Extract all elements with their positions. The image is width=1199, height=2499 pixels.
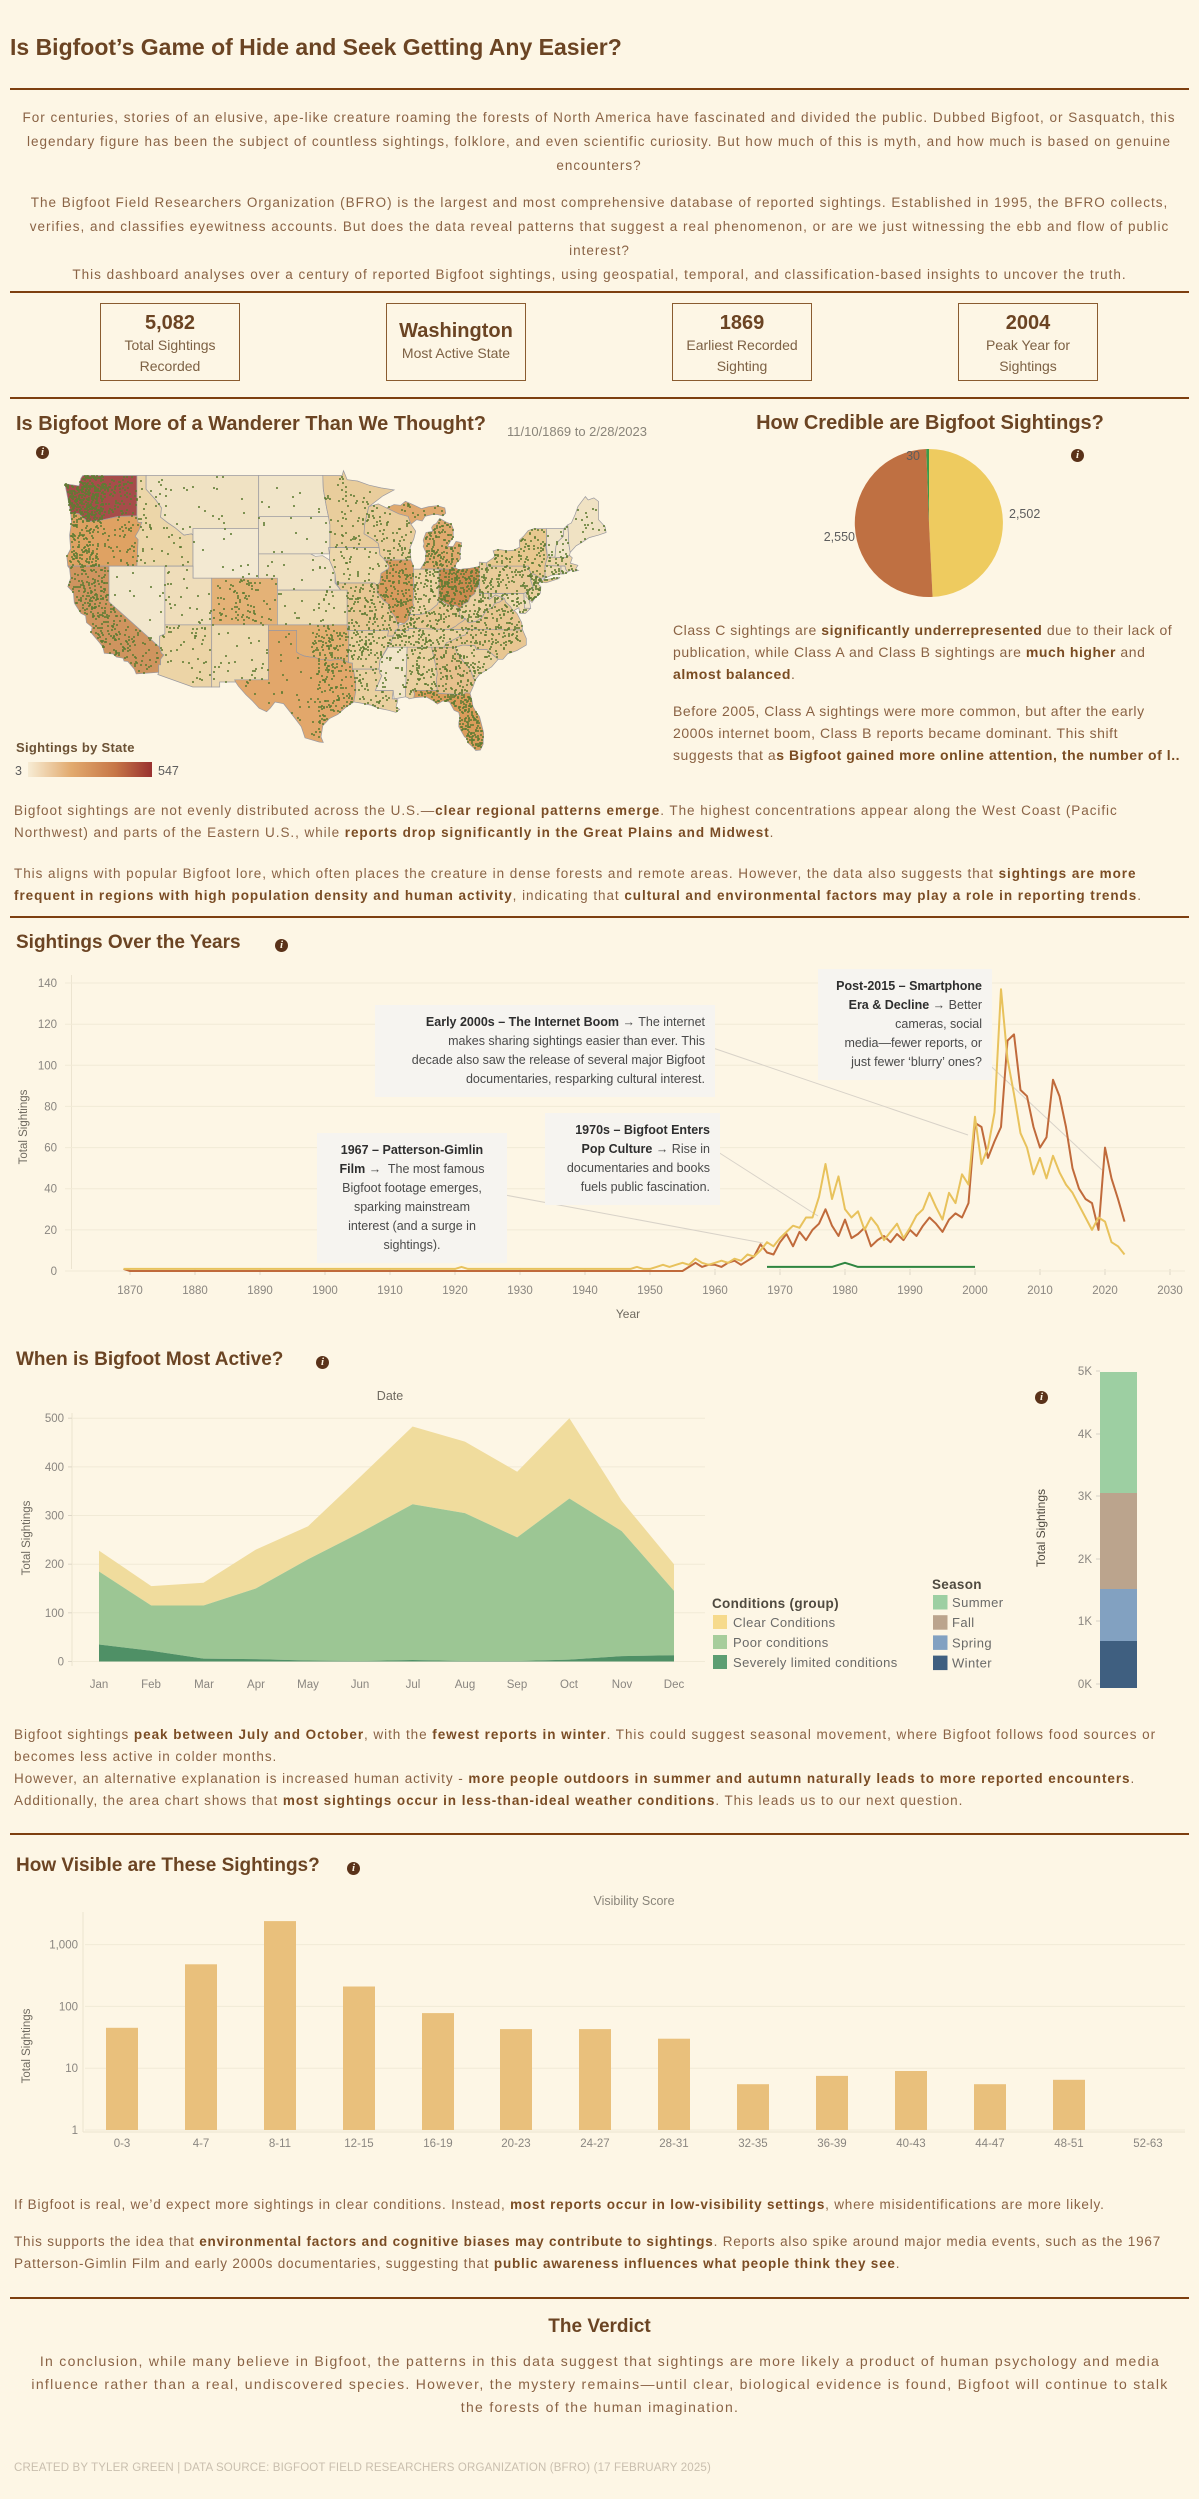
svg-text:1910: 1910 — [377, 1285, 403, 1297]
svg-text:Conditions (group): Conditions (group) — [712, 1596, 839, 1611]
svg-text:Total Sightings: Total Sightings — [1034, 1489, 1048, 1567]
svg-text:140: 140 — [38, 978, 57, 990]
svg-text:20-23: 20-23 — [501, 2138, 530, 2150]
svg-text:1930: 1930 — [507, 1285, 533, 1297]
svg-text:24-27: 24-27 — [580, 2138, 609, 2150]
svg-text:1950: 1950 — [637, 1285, 663, 1297]
svg-text:1880: 1880 — [182, 1285, 208, 1297]
svg-text:12-15: 12-15 — [344, 2138, 373, 2150]
svg-text:Winter: Winter — [952, 1656, 992, 1671]
svg-text:100: 100 — [45, 1608, 64, 1620]
svg-text:52-63: 52-63 — [1133, 2138, 1162, 2150]
svg-text:0-3: 0-3 — [114, 2138, 131, 2150]
svg-text:Jan: Jan — [90, 1679, 109, 1691]
svg-text:2030: 2030 — [1157, 1285, 1183, 1297]
svg-text:300: 300 — [45, 1511, 64, 1523]
svg-text:May: May — [297, 1679, 319, 1691]
svg-text:Feb: Feb — [141, 1679, 161, 1691]
svg-text:3: 3 — [15, 764, 22, 778]
svg-text:40: 40 — [44, 1184, 57, 1196]
svg-text:400: 400 — [45, 1462, 64, 1474]
svg-text:0: 0 — [58, 1657, 64, 1669]
svg-text:Date: Date — [377, 1389, 403, 1403]
svg-text:32-35: 32-35 — [738, 2138, 767, 2150]
svg-text:Oct: Oct — [560, 1679, 579, 1691]
svg-text:0: 0 — [51, 1266, 57, 1278]
svg-text:1960: 1960 — [702, 1285, 728, 1297]
svg-text:Total Sightings: Total Sightings — [21, 2008, 33, 2083]
svg-text:1: 1 — [72, 2125, 78, 2137]
svg-text:Poor conditions: Poor conditions — [733, 1635, 829, 1650]
svg-text:547: 547 — [158, 764, 179, 778]
svg-text:100: 100 — [59, 2001, 78, 2013]
svg-text:1990: 1990 — [897, 1285, 923, 1297]
svg-text:1980: 1980 — [832, 1285, 858, 1297]
svg-text:8-11: 8-11 — [269, 2138, 291, 2150]
svg-text:2K: 2K — [1078, 1554, 1092, 1566]
svg-text:40-43: 40-43 — [896, 2138, 925, 2150]
svg-text:Sep: Sep — [507, 1679, 527, 1691]
svg-text:4K: 4K — [1078, 1429, 1092, 1441]
svg-text:3K: 3K — [1078, 1491, 1092, 1503]
svg-text:1900: 1900 — [312, 1285, 338, 1297]
svg-text:20: 20 — [44, 1225, 57, 1237]
svg-text:1K: 1K — [1078, 1616, 1092, 1628]
svg-text:1870: 1870 — [117, 1285, 143, 1297]
svg-text:28-31: 28-31 — [659, 2138, 688, 2150]
svg-text:30: 30 — [906, 449, 920, 463]
svg-text:16-19: 16-19 — [423, 2138, 452, 2150]
svg-text:80: 80 — [44, 1101, 57, 1113]
svg-text:500: 500 — [45, 1413, 64, 1425]
svg-text:Total Sightings: Total Sightings — [21, 1500, 33, 1575]
svg-text:Severely limited conditions: Severely limited conditions — [733, 1655, 898, 1670]
svg-text:48-51: 48-51 — [1054, 2138, 1083, 2150]
svg-text:Total Sightings: Total Sightings — [18, 1089, 30, 1164]
svg-text:1940: 1940 — [572, 1285, 598, 1297]
svg-text:Spring: Spring — [952, 1635, 992, 1650]
svg-text:120: 120 — [38, 1019, 57, 1031]
svg-text:2,550: 2,550 — [824, 530, 855, 544]
svg-text:2010: 2010 — [1027, 1285, 1053, 1297]
svg-text:Summer: Summer — [952, 1595, 1004, 1610]
svg-text:36-39: 36-39 — [817, 2138, 846, 2150]
svg-text:5K: 5K — [1078, 1366, 1092, 1378]
svg-text:Dec: Dec — [664, 1679, 685, 1691]
svg-text:Aug: Aug — [455, 1679, 475, 1691]
svg-text:Season: Season — [932, 1577, 982, 1592]
svg-text:Clear Conditions: Clear Conditions — [733, 1615, 836, 1630]
svg-text:2,502: 2,502 — [1009, 507, 1040, 521]
svg-text:60: 60 — [44, 1143, 57, 1155]
svg-text:Jul: Jul — [406, 1679, 421, 1691]
svg-text:4-7: 4-7 — [193, 2138, 210, 2150]
svg-text:1920: 1920 — [442, 1285, 468, 1297]
svg-text:2000: 2000 — [962, 1285, 988, 1297]
svg-text:10: 10 — [65, 2063, 78, 2075]
svg-text:0K: 0K — [1078, 1679, 1092, 1691]
svg-text:44-47: 44-47 — [975, 2138, 1004, 2150]
svg-text:Jun: Jun — [351, 1679, 370, 1691]
svg-text:Nov: Nov — [612, 1679, 633, 1691]
svg-text:1970: 1970 — [767, 1285, 793, 1297]
svg-text:1,000: 1,000 — [49, 1940, 78, 1952]
svg-text:100: 100 — [38, 1060, 57, 1072]
svg-text:1890: 1890 — [247, 1285, 273, 1297]
svg-text:Fall: Fall — [952, 1615, 975, 1630]
svg-text:Apr: Apr — [247, 1679, 265, 1691]
svg-text:Mar: Mar — [194, 1679, 214, 1691]
svg-text:Year: Year — [616, 1307, 640, 1321]
svg-text:2020: 2020 — [1092, 1285, 1118, 1297]
svg-text:200: 200 — [45, 1559, 64, 1571]
